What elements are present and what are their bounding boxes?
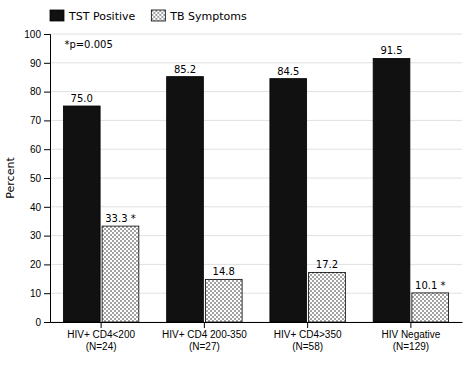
tick-label: 0 (35, 317, 41, 328)
plot-area: 75.0 85.2 84.5 91.5 33.3 * 14.8 17.2 10.1 * 0 10 2… (24, 29, 462, 352)
tick-label: 100 (24, 29, 41, 40)
tick-label: 60 (30, 144, 42, 155)
bars (63, 58, 448, 322)
data-label: 33.3 * (105, 213, 135, 224)
y-axis-line (44, 35, 51, 323)
y-axis-title: Percent (4, 157, 17, 199)
data-label: 10.1 * (415, 280, 445, 291)
tick-label: HIV+ CD4<200(N=24) (67, 329, 135, 352)
grid-line (50, 34, 462, 35)
data-label: 85.2 (174, 64, 196, 75)
series (63, 58, 409, 322)
tick-label: 50 (30, 173, 42, 184)
tick-label: 10 (30, 288, 42, 299)
x-tick: HIV+ CD4<200(N=24) (67, 322, 135, 352)
tick-label: HIV+ CD4 200-350(N=27) (162, 329, 247, 352)
legend-label: TST Positive (68, 10, 136, 23)
x-axis: HIV+ CD4<200(N=24) HIV+ CD4 200-350(N=27)… (51, 322, 463, 352)
chart: 75.0 85.2 84.5 91.5 33.3 * 14.8 17.2 10.1 * 0 10 2… (0, 0, 474, 366)
bar (167, 77, 204, 322)
y-tick: 10 (30, 288, 50, 299)
data-labels: 75.0 85.2 84.5 91.5 33.3 * 14.8 17.2 10.1 * (71, 45, 446, 290)
x-axis-line (51, 322, 463, 323)
x-tick: HIV Negative(N=129) (381, 322, 440, 352)
tick-label: 90 (30, 58, 42, 69)
legend-label: TB Symptoms (169, 10, 247, 23)
tick-mark (101, 322, 102, 328)
x-tick: HIV+ CD4 200-350(N=27) (162, 322, 247, 352)
bar (205, 279, 242, 322)
tick-label: 80 (30, 86, 42, 97)
y-tick: 70 (30, 115, 50, 126)
tick-mark (44, 120, 50, 121)
tick-mark (44, 149, 50, 150)
tick-mark (44, 322, 50, 323)
grid (50, 34, 462, 322)
y-tick: 50 (30, 173, 50, 184)
data-label: 91.5 (380, 45, 402, 56)
data-label: 75.0 (71, 93, 93, 104)
tick-mark (44, 293, 50, 294)
tick-mark (44, 236, 50, 237)
tick-mark (410, 322, 411, 328)
y-tick: 0 (35, 317, 50, 328)
annotation: *p=0.005 (64, 39, 112, 50)
legend-item: TST Positive (50, 10, 136, 23)
data-label: 17.2 (316, 259, 338, 270)
bar (412, 293, 449, 322)
x-tick: HIV+ CD4>350(N=58) (274, 322, 342, 352)
tick-mark (307, 322, 308, 328)
tick-mark (44, 92, 50, 93)
data-label: 14.8 (213, 266, 235, 277)
bar (102, 226, 139, 322)
tick-label: 40 (30, 202, 42, 213)
y-tick: 80 (30, 86, 50, 97)
tick-mark (44, 207, 50, 208)
legend: TST Positive TB Symptoms (50, 10, 247, 23)
y-tick: 100 (24, 29, 50, 40)
tick-label: 70 (30, 115, 42, 126)
tick-label: 30 (30, 230, 42, 241)
data-label: 84.5 (277, 66, 299, 77)
bar (373, 58, 410, 322)
bar (63, 106, 100, 322)
series (102, 226, 448, 322)
tick-label: HIV Negative(N=129) (381, 329, 440, 352)
tick-label: 20 (30, 259, 42, 270)
y-tick: 40 (30, 202, 50, 213)
legend-item: TB Symptoms (151, 10, 247, 23)
tick-mark (44, 63, 50, 64)
bar (270, 79, 307, 322)
tick-mark (44, 264, 50, 265)
tick-mark (204, 322, 205, 328)
y-axis: 0 10 20 30 40 50 60 70 80 90 100 (24, 29, 50, 328)
legend-swatch (151, 10, 165, 21)
bar (309, 272, 346, 322)
y-tick: 20 (30, 259, 50, 270)
legend-swatch (50, 10, 64, 21)
tick-mark (44, 34, 50, 35)
y-tick: 90 (30, 58, 50, 69)
y-tick: 60 (30, 144, 50, 155)
tick-mark (44, 178, 50, 179)
tick-label: HIV+ CD4>350(N=58) (274, 329, 342, 352)
y-tick: 30 (30, 230, 50, 241)
